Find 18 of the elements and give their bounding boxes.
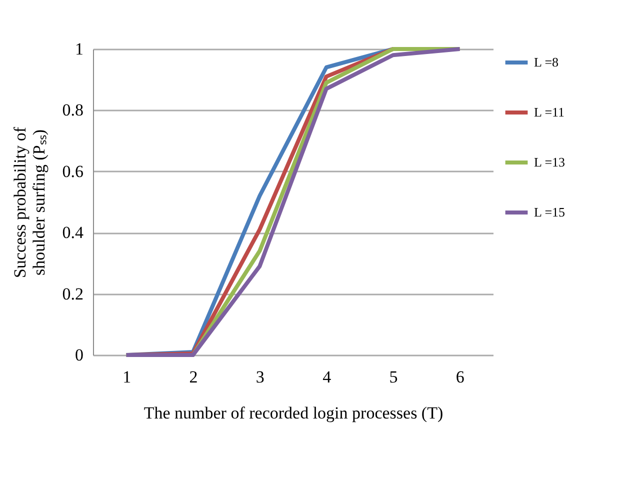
y-axis-title: Success probability of shoulder surfing (Pₛₛ) (10, 126, 48, 278)
x-tick-label: 5 (389, 368, 398, 386)
y-tick-label: 0.4 (62, 223, 84, 242)
legend-label: L =11 (534, 104, 565, 120)
legend-label: L =13 (534, 154, 566, 170)
legend-label: L =8 (534, 54, 559, 70)
y-tick-label: 0.2 (62, 284, 84, 304)
legend-label: L =15 (534, 204, 566, 220)
y-tick-label: 0 (75, 346, 84, 364)
x-tick-label: 1 (122, 368, 132, 386)
x-axis-title: The number of recorded login processes (T) (144, 404, 444, 422)
y-tick-label: 1 (75, 40, 84, 58)
y-tick-label: 0.6 (62, 162, 84, 181)
y-tick-label: 0.8 (62, 100, 84, 120)
x-tick-label: 2 (189, 368, 198, 386)
x-tick-label: 3 (256, 368, 264, 386)
x-tick-label: 4 (322, 368, 332, 386)
x-tick-label: 6 (456, 368, 464, 386)
